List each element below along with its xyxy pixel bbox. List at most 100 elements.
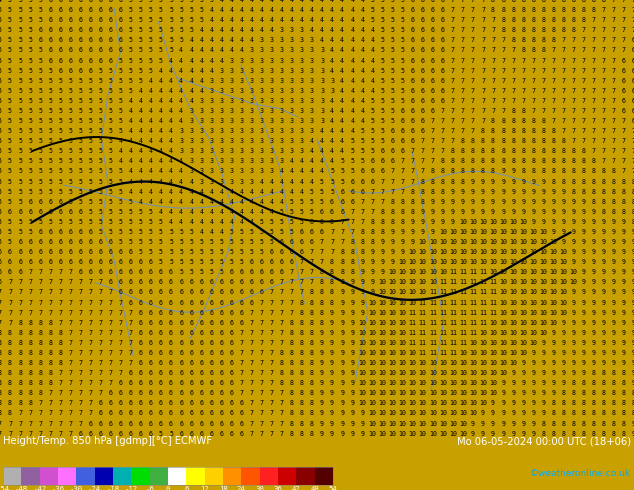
Text: 5: 5 (68, 178, 72, 185)
Text: 10: 10 (560, 249, 567, 255)
Text: 8: 8 (612, 400, 616, 406)
Text: 5: 5 (38, 48, 42, 53)
Text: 7: 7 (290, 290, 294, 295)
Text: 5: 5 (391, 57, 394, 64)
Text: 6: 6 (99, 259, 103, 265)
Text: 8: 8 (572, 178, 576, 185)
Text: 6: 6 (38, 209, 42, 215)
Text: 6: 6 (380, 148, 384, 154)
Text: 7: 7 (280, 330, 284, 336)
Text: 5: 5 (320, 189, 324, 195)
Text: 10: 10 (519, 249, 527, 255)
Text: 8: 8 (592, 380, 596, 386)
Text: 0: 0 (166, 486, 170, 490)
Text: 9: 9 (320, 330, 324, 336)
Text: 7: 7 (592, 118, 596, 124)
Text: 8: 8 (581, 391, 586, 396)
Text: 4: 4 (250, 37, 254, 43)
Text: 5: 5 (99, 199, 103, 205)
Text: 4: 4 (290, 0, 294, 3)
Text: 10: 10 (418, 239, 427, 245)
Text: 9: 9 (541, 391, 545, 396)
Text: 10: 10 (368, 319, 377, 326)
Text: 7: 7 (18, 420, 22, 427)
Text: 5: 5 (89, 158, 93, 164)
Text: 5: 5 (38, 88, 42, 94)
Text: 4: 4 (360, 7, 365, 13)
Text: 9: 9 (531, 219, 535, 225)
Text: 9: 9 (622, 279, 626, 285)
Text: 6: 6 (230, 360, 233, 366)
Text: 6: 6 (209, 400, 213, 406)
Text: 4: 4 (250, 199, 254, 205)
Text: 7: 7 (481, 88, 485, 94)
Text: 11: 11 (408, 319, 417, 326)
Text: 10: 10 (509, 330, 517, 336)
Text: 8: 8 (612, 209, 616, 215)
Text: 9: 9 (572, 360, 576, 366)
Text: 5: 5 (380, 27, 384, 33)
Text: 7: 7 (622, 138, 626, 144)
Text: 8: 8 (0, 400, 2, 406)
Text: 9: 9 (511, 189, 515, 195)
Text: 5: 5 (391, 78, 394, 84)
Text: 6: 6 (441, 78, 445, 84)
Text: 9: 9 (531, 431, 535, 437)
Text: 8: 8 (48, 370, 53, 376)
Text: 10: 10 (389, 431, 396, 437)
Text: 7: 7 (541, 98, 545, 104)
Text: 8: 8 (360, 249, 365, 255)
Text: 6: 6 (18, 249, 22, 255)
Text: 5: 5 (108, 209, 113, 215)
Text: 7: 7 (622, 48, 626, 53)
Text: 9: 9 (491, 178, 495, 185)
Text: 9: 9 (511, 380, 515, 386)
Text: 7: 7 (451, 0, 455, 3)
Text: 6: 6 (139, 370, 143, 376)
Text: 7: 7 (441, 148, 445, 154)
Text: 5: 5 (391, 27, 394, 33)
Text: 3: 3 (310, 128, 314, 134)
Text: 7: 7 (290, 310, 294, 316)
Text: 6: 6 (18, 239, 22, 245)
Text: 5: 5 (0, 37, 2, 43)
Text: 9: 9 (572, 290, 576, 295)
Text: 7: 7 (79, 370, 82, 376)
Text: 7: 7 (99, 370, 103, 376)
Text: 5: 5 (401, 37, 404, 43)
Text: 7: 7 (622, 148, 626, 154)
Text: 7: 7 (471, 98, 475, 104)
Text: 4: 4 (310, 138, 314, 144)
Text: 6: 6 (18, 270, 22, 275)
Text: 5: 5 (79, 189, 82, 195)
Text: 3: 3 (250, 138, 254, 144)
Text: 4: 4 (179, 88, 183, 94)
Text: 5: 5 (18, 178, 22, 185)
Text: 10: 10 (489, 330, 497, 336)
Text: 3: 3 (219, 68, 223, 74)
Text: 9: 9 (562, 209, 566, 215)
Text: 6: 6 (360, 169, 365, 174)
Text: 6: 6 (58, 37, 62, 43)
Text: 10: 10 (509, 249, 517, 255)
Text: 4: 4 (250, 27, 254, 33)
Text: 6: 6 (430, 88, 435, 94)
Text: 4: 4 (230, 209, 233, 215)
Text: 10: 10 (399, 350, 406, 356)
Text: 7: 7 (240, 370, 243, 376)
Text: 6: 6 (401, 128, 404, 134)
Text: 4: 4 (219, 17, 223, 23)
Text: 9: 9 (541, 380, 545, 386)
Text: 5: 5 (129, 27, 133, 33)
Text: 5: 5 (79, 178, 82, 185)
Text: 6: 6 (108, 27, 113, 33)
Text: 6: 6 (219, 411, 223, 416)
Text: 3: 3 (189, 169, 193, 174)
Text: 3: 3 (209, 118, 213, 124)
Text: 3: 3 (189, 128, 193, 134)
Text: 7: 7 (18, 310, 22, 316)
Text: 6: 6 (108, 249, 113, 255)
Text: 8: 8 (411, 189, 415, 195)
Text: 4: 4 (209, 199, 213, 205)
Text: 9: 9 (511, 199, 515, 205)
